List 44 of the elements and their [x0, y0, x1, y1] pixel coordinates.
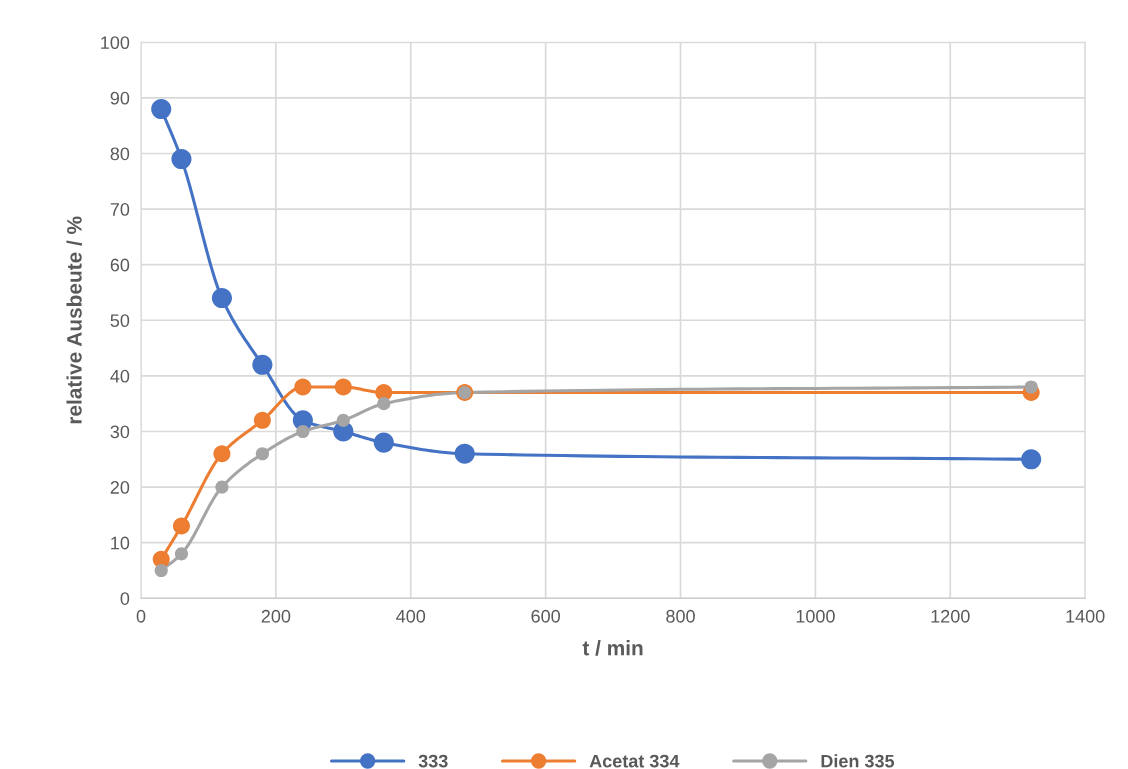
point [1021, 449, 1042, 470]
x-tick-label: 200 [261, 609, 291, 623]
point [215, 480, 229, 494]
point [174, 547, 189, 561]
legend-label: Dien 335 [821, 754, 895, 768]
point [1024, 380, 1038, 394]
x-tick-label: 1400 [1066, 609, 1105, 623]
point [336, 413, 350, 427]
y-tick-label: 90 [110, 91, 130, 105]
y-tick-label: 70 [110, 203, 130, 216]
point [211, 287, 232, 309]
point [171, 148, 192, 170]
point [213, 445, 231, 463]
x-tick-label: 0 [136, 609, 146, 623]
y-tick-label: 50 [110, 314, 130, 328]
x-tick-label: 1000 [796, 609, 835, 623]
point [154, 563, 168, 578]
point [172, 517, 190, 535]
point [252, 354, 273, 375]
y-tick-label: 10 [111, 536, 130, 550]
x-tick-label: 800 [666, 609, 695, 623]
y-tick-label: 40 [110, 369, 130, 383]
point [296, 424, 310, 439]
point [151, 98, 172, 120]
point [253, 411, 271, 429]
point [334, 378, 352, 396]
y-axis-title: relative Ausbeute / % [66, 216, 82, 424]
y-tick-label: 20 [110, 481, 130, 494]
x-axis-title: t / min [582, 640, 643, 656]
x-tick-label: 400 [396, 609, 426, 623]
y-tick-label: 60 [110, 258, 130, 272]
point [454, 443, 475, 464]
point [255, 447, 269, 461]
x-tick-label: 1200 [931, 609, 970, 623]
point [377, 397, 391, 411]
point [294, 378, 312, 396]
point [373, 432, 394, 453]
y-tick-label: 80 [110, 147, 130, 161]
y-tick-label: 0 [120, 592, 130, 605]
legend-label: Acetat 334 [589, 754, 680, 768]
x-tick-label: 600 [531, 609, 560, 623]
y-tick-label: 30 [110, 425, 130, 439]
y-tick-label: 100 [101, 36, 130, 50]
legend-label: 333 [418, 754, 448, 768]
